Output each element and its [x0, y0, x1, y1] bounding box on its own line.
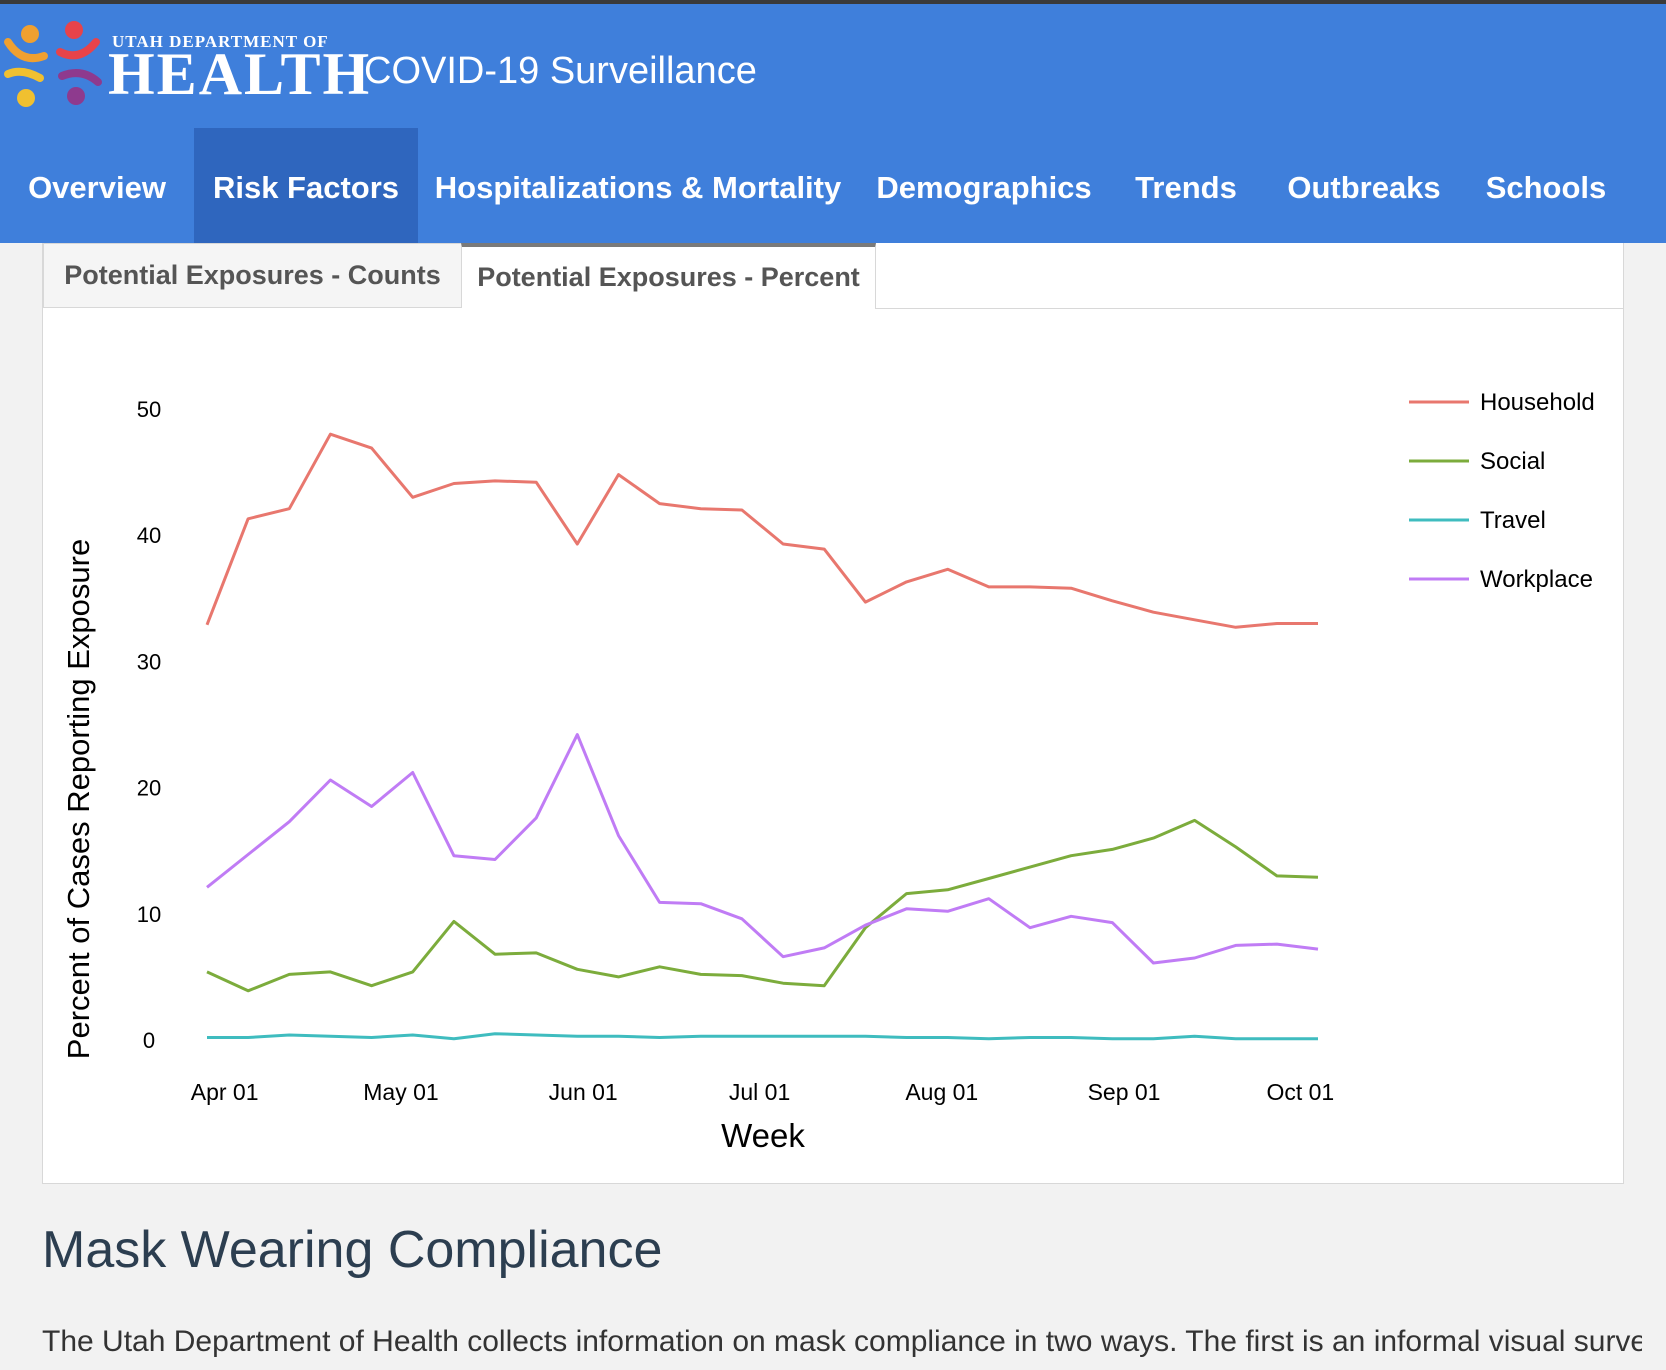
app-title: COVID-19 Surveillance: [364, 50, 757, 92]
chart-series: [205, 432, 1319, 1041]
x-tick-label: Aug 01: [905, 1079, 978, 1105]
tab-potential-exposures-percent[interactable]: Potential Exposures - Percent: [461, 243, 876, 308]
y-tick-label: 10: [137, 902, 161, 927]
y-axis-label: Percent of Cases Reporting Exposure: [61, 539, 96, 1059]
series-line-household: [205, 432, 1318, 629]
x-axis-label: Week: [721, 1117, 805, 1154]
legend-label-social: Social: [1480, 448, 1545, 475]
window-top-border: [0, 0, 1666, 4]
series-line-workplace: [206, 733, 1319, 965]
x-tick-label: Oct 01: [1266, 1079, 1334, 1105]
nav-item-outbreaks[interactable]: Outbreaks: [1287, 169, 1441, 205]
y-tick-label: 50: [137, 397, 161, 422]
legend-label-workplace: Workplace: [1480, 566, 1593, 593]
tab-potential-exposures-counts[interactable]: Potential Exposures - Counts: [43, 243, 462, 308]
x-tick-label: Jul 01: [729, 1079, 790, 1105]
section-title: Mask Wearing Compliance: [42, 1221, 663, 1279]
x-axis-ticks: Apr 01 May 01 Jun 01 Jul 01 Aug 01 Sep 01 Oct …: [191, 1079, 1334, 1105]
chart-panel: Potential Exposures - Counts Potential E…: [42, 243, 1624, 1184]
chart-legend: Household Social Travel Workplace: [1409, 389, 1595, 593]
logo-title: HEALTH: [108, 41, 372, 107]
y-tick-label: 40: [137, 523, 161, 548]
nav-item-risk-factors[interactable]: Risk Factors: [194, 128, 418, 247]
exposure-line-chart: 0 10 20 30 40 50 Apr 01 May 01 Jun 01 Jul 01 Aug …: [61, 389, 1595, 1154]
logo-subtitle: UTAH DEPARTMENT OF: [112, 32, 329, 51]
main-nav: Overview Risk Factors Hospitalizations &…: [0, 128, 1666, 247]
y-axis-ticks: 0 10 20 30 40 50: [137, 397, 161, 1053]
y-tick-label: 0: [143, 1028, 155, 1053]
nav-item-overview[interactable]: Overview: [28, 169, 166, 205]
x-tick-label: May 01: [363, 1079, 438, 1105]
x-tick-label: Sep 01: [1088, 1079, 1161, 1105]
nav-item-trends[interactable]: Trends: [1135, 169, 1237, 205]
site-header: UTAH DEPARTMENT OF HEALTH COVID-19 Surve…: [0, 4, 1666, 247]
legend-label-travel: Travel: [1480, 507, 1546, 534]
series-line-social: [206, 818, 1319, 993]
nav-item-schools[interactable]: Schools: [1485, 169, 1607, 205]
legend-label-household: Household: [1480, 389, 1595, 416]
tab-divider: [875, 308, 1623, 309]
x-tick-label: Jun 01: [549, 1079, 618, 1105]
nav-item-demographics[interactable]: Demographics: [876, 169, 1092, 205]
y-tick-label: 20: [137, 776, 161, 801]
health-logo-icon: [4, 21, 102, 107]
section-text: The Utah Department of Health collects i…: [42, 1325, 1642, 1358]
brand[interactable]: UTAH DEPARTMENT OF HEALTH COVID-19 Surve…: [0, 8, 900, 120]
nav-item-hospitalizations-mortality[interactable]: Hospitalizations & Mortality: [434, 169, 842, 205]
x-tick-label: Apr 01: [191, 1079, 259, 1105]
series-line-travel: [207, 1032, 1318, 1041]
y-tick-label: 30: [137, 649, 161, 674]
